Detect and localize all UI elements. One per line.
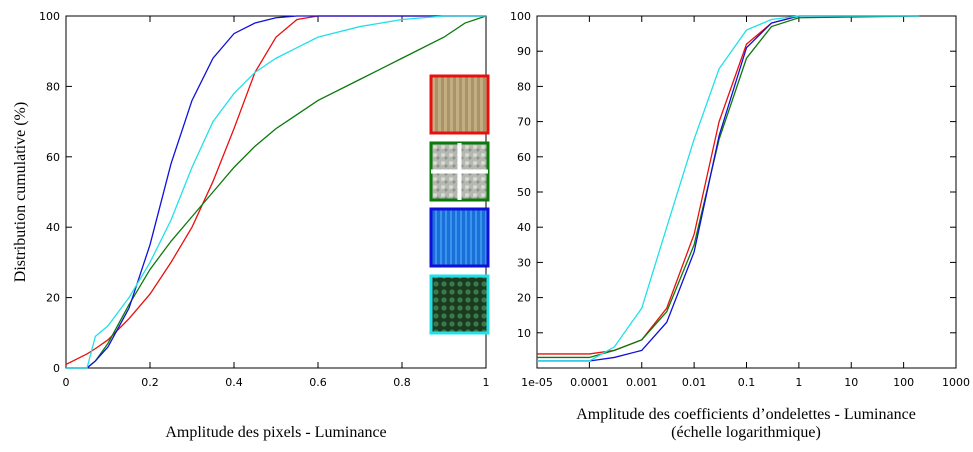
data-line: [66, 15, 486, 369]
y-axis-label: Distribution cumulative (%): [12, 102, 29, 282]
x-tick-label: 1: [795, 376, 802, 389]
plot-frame: [65, 15, 487, 369]
y-tick-label: 50: [517, 186, 531, 199]
y-tick-label: 80: [46, 80, 60, 93]
y-tick-label: 20: [46, 292, 60, 305]
y-tick-label: 100: [510, 10, 531, 23]
y-tick-label: 40: [46, 221, 60, 234]
x-tick-label: 1e-05: [521, 376, 553, 389]
y-tick-label: 20: [517, 292, 531, 305]
x-tick-label: 1: [483, 376, 490, 389]
x-tick-label: 0.6: [309, 376, 327, 389]
y-tick-label: 30: [517, 256, 531, 269]
data-line: [66, 15, 486, 369]
x-axis-label: Amplitude des coefficients d’ondelettes …: [576, 406, 916, 423]
plot-frame: [536, 15, 957, 369]
x-tick-label: 0: [63, 376, 70, 389]
y-tick-label: 0: [53, 362, 60, 375]
texture-swatches: [429, 74, 490, 335]
x-tick-label: 100: [893, 376, 914, 389]
y-tick-label: 90: [517, 45, 531, 58]
x-tick-label: 0.4: [225, 376, 243, 389]
x-tick-label: 0.01: [682, 376, 707, 389]
x-tick-label: 0.8: [393, 376, 411, 389]
y-tick-label: 100: [39, 10, 60, 23]
data-line: [537, 15, 920, 362]
y-tick-label: 60: [517, 151, 531, 164]
x-tick-label: 0.1: [738, 376, 756, 389]
y-tick-label: 80: [517, 80, 531, 93]
x-tick-label: 0.001: [626, 376, 658, 389]
x-axis-label: (échelle logarithmique): [671, 424, 821, 441]
data-line: [66, 15, 487, 369]
x-tick-label: 0.2: [141, 376, 159, 389]
y-tick-label: 70: [517, 116, 531, 129]
data-line: [65, 15, 486, 366]
data-line: [537, 15, 920, 359]
x-axis-label: Amplitude des pixels - Luminance: [165, 424, 386, 441]
data-line: [537, 15, 920, 355]
data-line: [537, 15, 920, 362]
x-tick-label: 0.0001: [570, 376, 609, 389]
x-tick-label: 10: [844, 376, 858, 389]
y-tick-label: 60: [46, 151, 60, 164]
y-tick-label: 10: [517, 327, 531, 340]
x-tick-label: 1000: [942, 376, 970, 389]
y-tick-label: 40: [517, 221, 531, 234]
